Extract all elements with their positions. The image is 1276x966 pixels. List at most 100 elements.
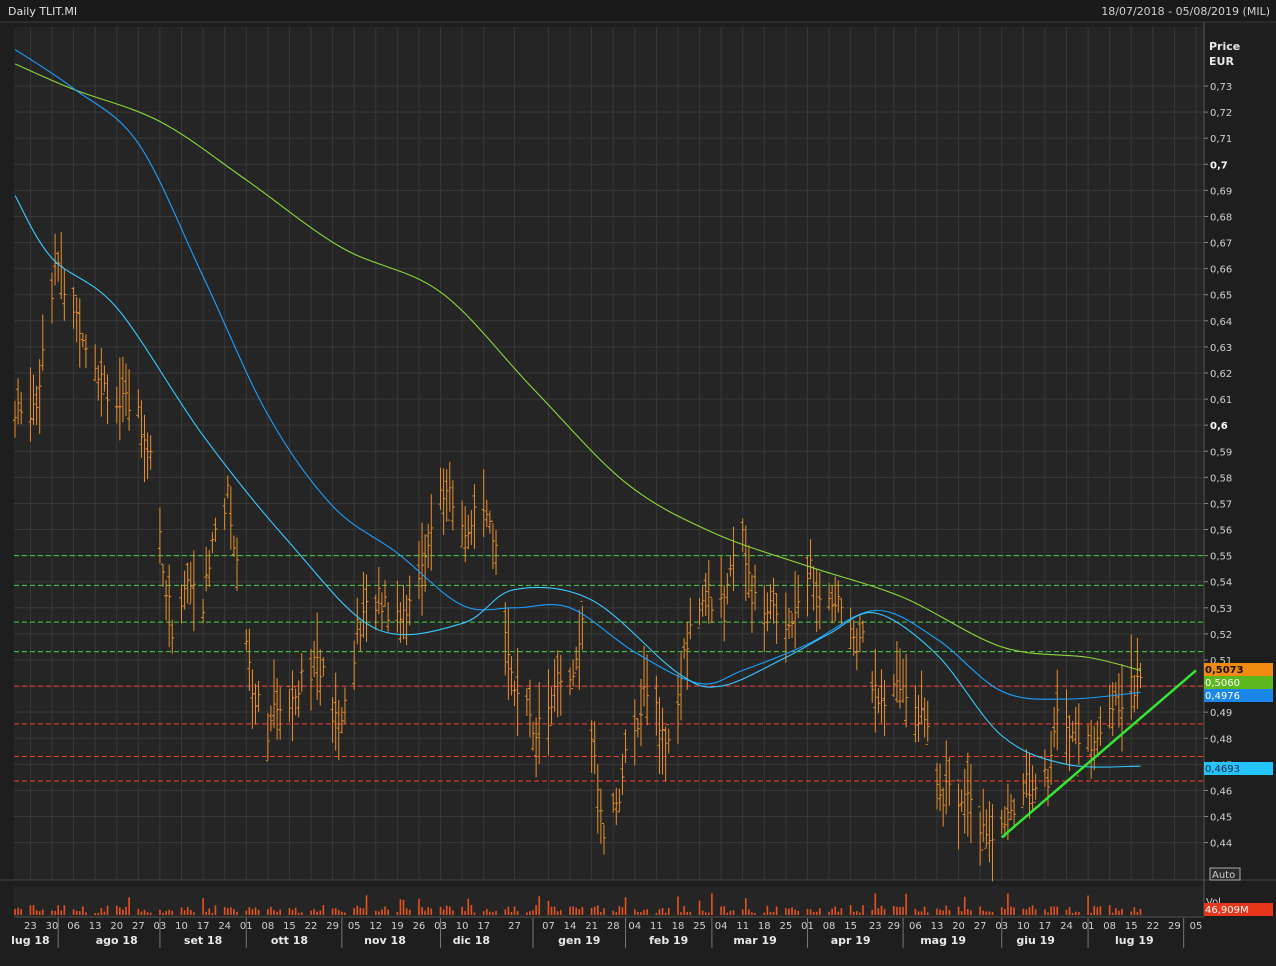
x-tick-label: 17 [477, 921, 490, 932]
time-axis: 23 30 06 13 20 27 03 10 17 24 01 08 15 22 29 05 12 19 26 03… [11, 916, 1204, 948]
grid [14, 27, 1204, 880]
title-bar [0, 0, 1276, 22]
x-tick-label: 30 [46, 921, 59, 932]
x-tick-label: 04 [715, 921, 728, 932]
y-tick-label: 0,62 [1210, 369, 1232, 380]
auto-label: Auto [1212, 870, 1235, 881]
auto-scale-button[interactable]: Auto [1209, 867, 1241, 881]
x-tick-label: 18 [758, 921, 771, 932]
moving-average-line [14, 63, 1141, 671]
x-tick-label: 18 [672, 921, 685, 932]
level-lines [14, 555, 1204, 782]
month-label: ago 18 [96, 934, 138, 947]
x-tick-label: 29 [1168, 921, 1181, 932]
x-tick-label: 20 [952, 921, 965, 932]
x-tick-label: 24 [218, 921, 231, 932]
x-tick-label: 29 [887, 921, 900, 932]
x-tick-label: 05 [1190, 921, 1203, 932]
x-tick-label: 22 [305, 921, 318, 932]
badge-last-price: 0,5073 [1204, 663, 1273, 676]
x-tick-label: 04 [628, 921, 641, 932]
y-tick-label: 0,63 [1210, 343, 1232, 354]
y-tick-label: 0,49 [1210, 708, 1232, 719]
month-label: set 18 [184, 934, 222, 947]
month-label: ott 18 [271, 934, 308, 947]
y-tick-label: 0,73 [1210, 82, 1232, 93]
month-label: mag 19 [920, 934, 966, 947]
axis-unit-price: Price [1209, 40, 1240, 53]
moving-average-line [14, 49, 1141, 700]
y-tick-label: 0,46 [1210, 786, 1232, 797]
y-tick-label: 0,71 [1210, 134, 1232, 145]
price-bars [13, 232, 1143, 882]
month-label: apr 19 [831, 934, 871, 947]
x-tick-label: 12 [369, 921, 382, 932]
month-label: gen 19 [558, 934, 600, 947]
x-tick-label: 25 [780, 921, 793, 932]
x-tick-label: 21 [585, 921, 598, 932]
x-tick-label: 06 [909, 921, 922, 932]
trendline[interactable] [1000, 669, 1197, 839]
month-label: lug 19 [1115, 934, 1154, 947]
x-tick-label: 17 [197, 921, 210, 932]
badge-volume: Vol 46,909M [1204, 897, 1273, 916]
x-tick-label: 10 [456, 921, 469, 932]
volume-panel [14, 886, 1204, 916]
ma-blue-value: 0,4976 [1205, 691, 1240, 702]
x-tick-label: 08 [261, 921, 274, 932]
x-tick-label: 13 [931, 921, 944, 932]
y-tick-label: 0,6 [1210, 421, 1228, 432]
y-tick-label: 0,68 [1210, 212, 1232, 223]
x-tick-label: 27 [508, 921, 521, 932]
x-tick-label: 10 [175, 921, 188, 932]
x-tick-label: 05 [348, 921, 361, 932]
x-tick-label: 08 [823, 921, 836, 932]
trendline-layer [1000, 669, 1197, 839]
y-tick-label: 0,53 [1210, 604, 1232, 615]
x-tick-label: 14 [564, 921, 577, 932]
x-tick-label: 27 [974, 921, 987, 932]
badge-ma-green: 0,5060 [1204, 676, 1273, 689]
plot-area[interactable] [14, 27, 1204, 880]
month-label: lug 18 [11, 934, 50, 947]
y-tick-label: 0,52 [1210, 630, 1232, 641]
x-tick-label: 28 [607, 921, 620, 932]
volume-prefix: Vol [1206, 897, 1221, 908]
month-label: nov 18 [364, 934, 406, 947]
x-tick-label: 26 [413, 921, 426, 932]
y-tick-label: 0,58 [1210, 473, 1232, 484]
x-tick-label: 07 [542, 921, 555, 932]
x-tick-label: 13 [89, 921, 102, 932]
ma-green-value: 0,5060 [1205, 678, 1240, 689]
x-tick-label: 29 [326, 921, 339, 932]
y-tick-label: 0,54 [1210, 578, 1232, 589]
date-range: 18/07/2018 - 05/08/2019 (MIL) [1101, 5, 1270, 18]
x-tick-label: 06 [67, 921, 80, 932]
x-tick-label: 15 [283, 921, 296, 932]
moving-average-line [14, 195, 1141, 768]
month-label: mar 19 [733, 934, 776, 947]
y-tick-label: 0,61 [1210, 395, 1232, 406]
x-tick-label: 23 [24, 921, 37, 932]
y-tick-label: 0,55 [1210, 552, 1232, 563]
y-tick-label: 0,56 [1210, 526, 1232, 537]
volume-value: 46,909M [1205, 905, 1249, 916]
y-tick-label: 0,69 [1210, 186, 1232, 197]
y-tick-label: 0,57 [1210, 499, 1232, 510]
x-tick-label: 17 [1039, 921, 1052, 932]
x-tick-label: 22 [1146, 921, 1159, 932]
volume-bars [14, 893, 1142, 915]
y-tick-label: 0,66 [1210, 265, 1232, 276]
x-tick-label: 15 [1125, 921, 1138, 932]
y-tick-label: 0,65 [1210, 291, 1232, 302]
x-tick-label: 23 [869, 921, 882, 932]
y-tick-label: 0,45 [1210, 813, 1232, 824]
chart-title: Daily TLIT.MI [8, 5, 77, 18]
y-tick-label: 0,48 [1210, 734, 1232, 745]
x-tick-label: 25 [693, 921, 706, 932]
y-tick-label: 0,51 [1210, 656, 1232, 667]
x-tick-label: 19 [391, 921, 404, 932]
axis-unit-currency: EUR [1209, 55, 1234, 68]
x-tick-label: 20 [110, 921, 123, 932]
